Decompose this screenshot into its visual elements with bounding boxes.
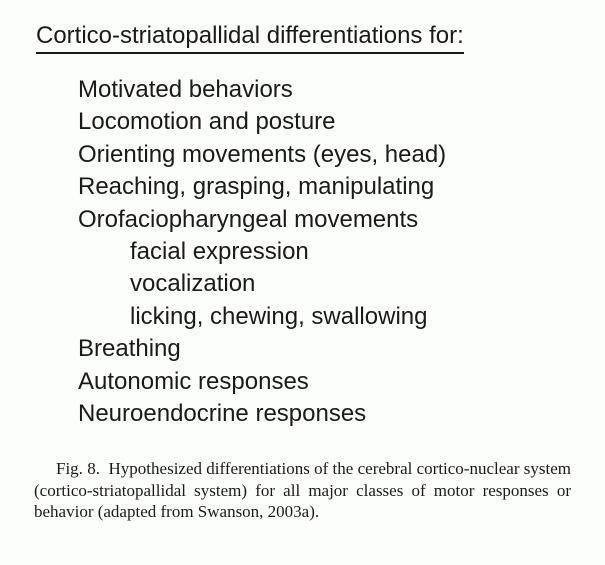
list-item: Orofaciopharyngeal movements	[78, 204, 577, 236]
item-list: Motivated behaviors Locomotion and postu…	[28, 74, 577, 430]
list-item: Orienting movements (eyes, head)	[78, 139, 577, 171]
caption-text: Hypothesized differentiations of the cer…	[34, 459, 571, 521]
list-item: Autonomic responses	[78, 366, 577, 398]
list-item: Motivated behaviors	[78, 74, 577, 106]
list-item: Reaching, grasping, manipulating	[78, 171, 577, 203]
list-sub-item: vocalization	[78, 268, 577, 300]
list-item: Breathing	[78, 333, 577, 365]
figure-heading: Cortico-striatopallidal differentiations…	[36, 22, 464, 54]
figure-caption: Fig. 8. Hypothesized differentiations of…	[28, 458, 577, 522]
list-sub-item: facial expression	[78, 236, 577, 268]
caption-label: Fig. 8.	[56, 459, 100, 478]
list-item: Neuroendocrine responses	[78, 398, 577, 430]
list-sub-item: licking, chewing, swallowing	[78, 301, 577, 333]
list-item: Locomotion and posture	[78, 106, 577, 138]
